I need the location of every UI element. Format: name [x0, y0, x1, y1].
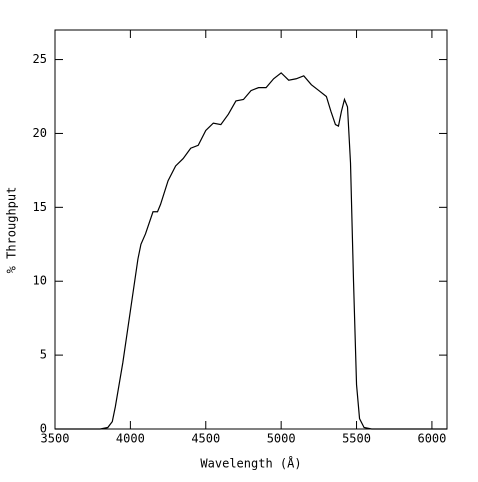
x-tick-label: 6000: [417, 432, 446, 446]
y-tick-label: 0: [40, 422, 47, 436]
x-tick-label: 4000: [116, 432, 145, 446]
x-tick-label: 5500: [342, 432, 371, 446]
throughput-line: [55, 72, 447, 430]
x-axis-label: Wavelength (Å): [200, 456, 301, 471]
y-tick-label: 15: [33, 200, 47, 214]
y-axis-label: % Throughput: [5, 187, 19, 274]
y-tick-label: 10: [33, 274, 47, 288]
y-tick-label: 20: [33, 126, 47, 140]
x-tick-label: 5000: [267, 432, 296, 446]
y-tick-label: 5: [40, 348, 47, 362]
x-tick-label: 4500: [191, 432, 220, 446]
plot-frame: [54, 29, 448, 430]
x-tick-label: 3500: [41, 432, 70, 446]
y-tick-label: 25: [33, 52, 47, 66]
